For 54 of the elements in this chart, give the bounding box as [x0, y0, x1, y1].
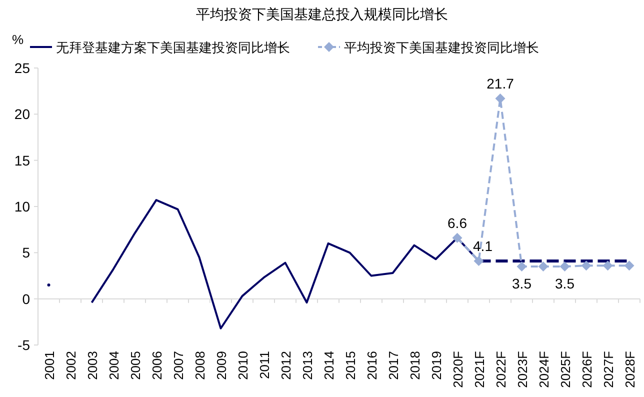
point [452, 232, 462, 243]
data-label: 21.7 [486, 75, 514, 92]
x-tick-label: 2007 [170, 351, 186, 380]
x-tick-label: 2020F [450, 350, 466, 388]
point [495, 93, 506, 104]
x-tick-label: 2013 [300, 351, 315, 380]
y-tick-label: 0 [22, 290, 30, 307]
point [47, 283, 50, 286]
point [624, 260, 634, 271]
x-tick-label: 2015 [342, 351, 358, 380]
x-tick-label: 2014 [321, 351, 336, 380]
x-tick-label: 2004 [106, 351, 122, 380]
point [516, 262, 527, 272]
x-tick-label: 2017 [386, 351, 401, 380]
chart-title: 平均投资下美国基建总投入规模同比增长 [196, 7, 448, 23]
x-tick-label: 2003 [84, 351, 100, 380]
x-tick-label: 2002 [63, 351, 78, 380]
y-tick-label: -5 [18, 337, 30, 353]
x-tick-label: 2011 [256, 351, 272, 379]
x-tick-label: 2022F [493, 350, 508, 388]
legend-label: 无拜登基建方案下美国基建投资同比增长 [56, 40, 290, 55]
data-label: 6.6 [448, 214, 468, 231]
data-label: 4.1 [473, 238, 493, 254]
y-axis-title: % [12, 32, 24, 47]
x-tick-label: 2005 [128, 351, 143, 380]
x-tick-label: 2019 [428, 351, 444, 380]
point [474, 256, 484, 266]
x-tick-label: 2023F [514, 350, 530, 388]
x-tick-label: 2026F [579, 350, 594, 388]
x-tick-label: 2018 [407, 351, 422, 380]
x-tick-label: 2024F [536, 350, 552, 388]
x-tick-label: 2010 [235, 351, 250, 380]
point [581, 260, 592, 271]
x-tick-label: 2008 [192, 351, 208, 380]
x-tick-label: 2012 [278, 351, 294, 380]
x-tick-label: 2016 [364, 351, 380, 380]
x-tick-label: 2028F [622, 350, 638, 388]
x-tick-label: 2009 [214, 351, 229, 380]
data-label: 3.5 [555, 276, 575, 292]
y-tick-label: 25 [14, 60, 30, 76]
y-tick-label: 5 [22, 244, 30, 261]
point [538, 262, 548, 272]
legend-label: 平均投资下美国基建投资同比增长 [344, 40, 539, 55]
y-tick-label: 10 [14, 198, 30, 214]
x-tick-label: 2025F [558, 350, 573, 388]
x-tick-label: 2006 [149, 351, 164, 380]
x-tick-label: 2021F [472, 350, 487, 388]
point [602, 260, 613, 271]
y-tick-label: 20 [14, 106, 30, 122]
x-tick-label: 2001 [42, 351, 57, 380]
y-tick-label: 15 [14, 152, 30, 168]
point [560, 262, 570, 272]
x-tick-label: 2027F [600, 350, 616, 388]
data-label: 3.5 [512, 276, 532, 292]
